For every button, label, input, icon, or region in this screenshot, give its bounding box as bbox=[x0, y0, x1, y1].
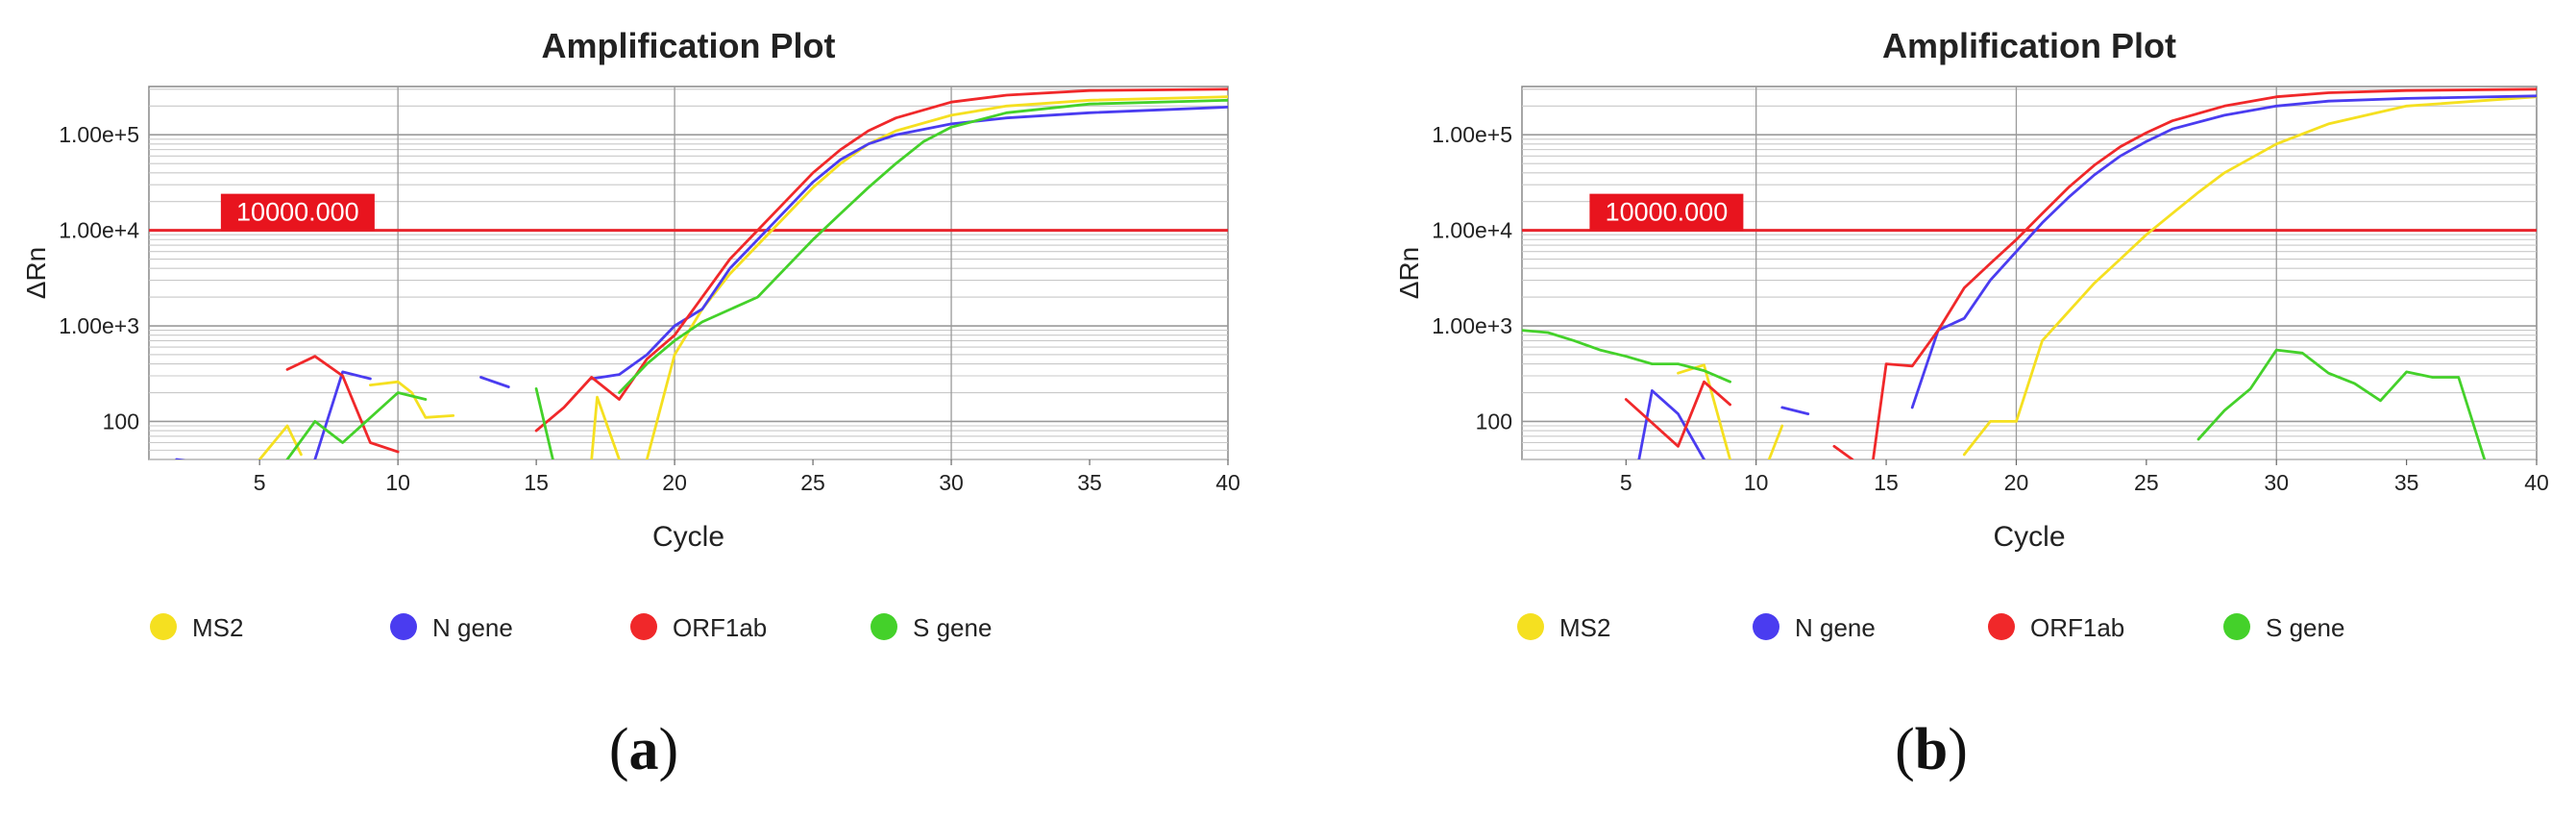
legend: MS2 N gene ORF1ab S gene bbox=[1517, 613, 2344, 642]
y-tick-label: 1.00e+3 bbox=[1432, 313, 1512, 338]
legend-item: S gene bbox=[2223, 613, 2344, 642]
y-tick-label: 1.00e+5 bbox=[59, 122, 139, 147]
panel-caption-b: (b) bbox=[1895, 717, 1968, 782]
x-tick-label: 20 bbox=[2004, 470, 2029, 495]
legend-marker bbox=[2223, 613, 2250, 640]
legend-marker bbox=[630, 613, 657, 640]
x-tick-label: 20 bbox=[662, 470, 687, 495]
legend-marker bbox=[1988, 613, 2015, 640]
series-line-s-gene bbox=[618, 98, 1228, 394]
series-line-n-gene bbox=[1637, 388, 1705, 459]
legend-label: ORF1ab bbox=[2030, 613, 2124, 642]
x-tick-label: 35 bbox=[1077, 470, 1102, 495]
legend-item: MS2 bbox=[150, 613, 243, 642]
y-tick-label: 1.00e+3 bbox=[59, 313, 139, 338]
chart-title: Amplification Plot bbox=[1882, 26, 2176, 65]
series-line-s-gene bbox=[2196, 348, 2487, 459]
x-tick-label: 10 bbox=[385, 470, 410, 495]
panel-label-b: b bbox=[1914, 717, 1949, 782]
threshold-label-text: 10000.000 bbox=[1606, 198, 1729, 227]
series-line-orf1ab bbox=[1872, 87, 2537, 459]
y-axis-ticks: 100 1.00e+3 1.00e+4 1.00e+5 bbox=[59, 122, 139, 434]
series-line-orf1ab bbox=[1832, 444, 1854, 459]
legend-item: N gene bbox=[1753, 613, 1876, 642]
series-line-n-gene bbox=[479, 376, 510, 388]
x-tick-label: 25 bbox=[2134, 470, 2159, 495]
amplification-plot-b: Amplification Plot 100 1.00e+3 1.00e+4 1.00e… bbox=[1394, 26, 2549, 642]
x-tick-label: 40 bbox=[2524, 470, 2549, 495]
x-tick-label: 15 bbox=[524, 470, 549, 495]
legend-marker bbox=[390, 613, 417, 640]
legend-label: S gene bbox=[913, 613, 992, 642]
series-line-s-gene bbox=[1522, 329, 1732, 384]
threshold-label: 10000.000 bbox=[220, 193, 375, 231]
series-line-n-gene bbox=[313, 370, 372, 459]
x-tick-label: 25 bbox=[800, 470, 825, 495]
threshold-label-text: 10000.000 bbox=[236, 198, 359, 227]
series-line-orf1ab bbox=[534, 87, 1228, 433]
legend-label: S gene bbox=[2266, 613, 2344, 642]
x-axis-ticks: 5 10 15 20 25 30 35 40 bbox=[254, 459, 1240, 495]
y-tick-label: 1.00e+4 bbox=[1432, 218, 1512, 243]
legend-label: ORF1ab bbox=[673, 613, 767, 642]
y-tick-label: 100 bbox=[103, 409, 139, 434]
legend-label: N gene bbox=[1795, 613, 1876, 642]
legend-label: N gene bbox=[432, 613, 513, 642]
chart-title: Amplification Plot bbox=[542, 26, 836, 65]
legend: MS2 N gene ORF1ab S gene bbox=[150, 613, 992, 642]
series-line-ms2 bbox=[368, 380, 455, 419]
series-line-orf1ab bbox=[1624, 380, 1732, 448]
legend-marker bbox=[150, 613, 177, 640]
series-line-ms2 bbox=[590, 395, 621, 459]
series-line-ms2 bbox=[1962, 95, 2537, 457]
series-line-s-gene bbox=[285, 391, 428, 459]
legend-label: MS2 bbox=[1559, 613, 1610, 642]
panel-label-a: a bbox=[628, 717, 659, 782]
x-tick-label: 5 bbox=[1620, 470, 1632, 495]
legend-label: MS2 bbox=[192, 613, 243, 642]
legend-item: MS2 bbox=[1517, 613, 1610, 642]
x-axis-label: Cycle bbox=[652, 521, 724, 553]
threshold-label-bg bbox=[1589, 193, 1744, 231]
legend-item: ORF1ab bbox=[630, 613, 767, 642]
series-line-ms2 bbox=[1677, 363, 1732, 459]
y-tick-label: 1.00e+4 bbox=[59, 218, 139, 243]
x-tick-label: 30 bbox=[2264, 470, 2289, 495]
legend-marker bbox=[1517, 613, 1544, 640]
x-tick-label: 30 bbox=[939, 470, 964, 495]
amplification-plot-a: Amplification Plot 100 1.00e+3 1.00e+4 1.00e… bbox=[21, 26, 1240, 642]
y-axis-ticks: 100 1.00e+3 1.00e+4 1.00e+5 bbox=[1432, 122, 1512, 434]
x-axis-label: Cycle bbox=[1993, 521, 2065, 553]
x-tick-label: 15 bbox=[1874, 470, 1899, 495]
x-tick-label: 5 bbox=[254, 470, 266, 495]
series-line-s-gene bbox=[534, 386, 554, 459]
x-tick-label: 10 bbox=[1744, 470, 1769, 495]
panel-caption-a: (a) bbox=[608, 717, 679, 782]
threshold-label: 10000.000 bbox=[1589, 193, 1744, 231]
panel-b: Amplification Plot 100 1.00e+3 1.00e+4 1.00e… bbox=[1288, 0, 2575, 818]
series-line-n-gene bbox=[1780, 406, 1810, 416]
x-tick-label: 35 bbox=[2394, 470, 2419, 495]
plot-area bbox=[148, 86, 1229, 460]
legend-marker bbox=[1753, 613, 1779, 640]
y-tick-label: 100 bbox=[1476, 409, 1512, 434]
series-lines bbox=[175, 87, 1228, 459]
x-axis-ticks: 5 10 15 20 25 30 35 40 bbox=[1620, 459, 2549, 495]
legend-marker bbox=[871, 613, 897, 640]
series-line-orf1ab bbox=[285, 355, 400, 454]
series-line-n-gene bbox=[1910, 94, 2537, 409]
series-line-ms2 bbox=[1767, 424, 1784, 459]
x-tick-label: 40 bbox=[1215, 470, 1240, 495]
threshold-label-bg bbox=[220, 193, 375, 231]
legend-item: N gene bbox=[390, 613, 513, 642]
plot-area bbox=[1521, 86, 2538, 460]
series-lines bbox=[1522, 87, 2537, 459]
y-axis-label: ΔRn bbox=[1394, 247, 1424, 300]
legend-item: ORF1ab bbox=[1988, 613, 2124, 642]
panel-a: Amplification Plot 100 1.00e+3 1.00e+4 1.00e… bbox=[21, 26, 1240, 782]
legend-item: S gene bbox=[871, 613, 992, 642]
y-tick-label: 1.00e+5 bbox=[1432, 122, 1512, 147]
y-axis-label: ΔRn bbox=[21, 247, 51, 300]
